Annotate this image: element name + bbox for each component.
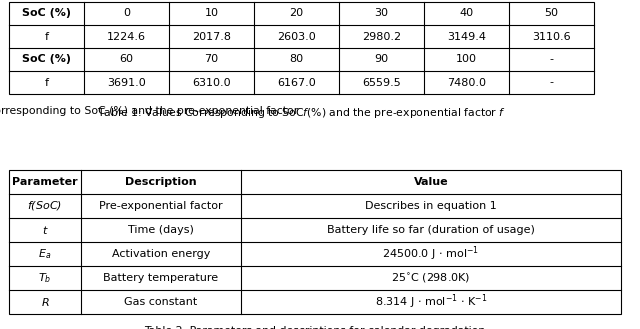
Text: 50: 50 [545,9,559,18]
Text: 7480.0: 7480.0 [447,78,486,88]
Text: Activation energy: Activation energy [112,249,210,259]
Bar [9,170,621,314]
Text: 90: 90 [374,55,388,64]
Text: $f$: $f$ [301,106,308,118]
Text: $f$(SoC): $f$(SoC) [28,199,63,213]
Text: Battery life so far (duration of usage): Battery life so far (duration of usage) [327,225,535,235]
Text: 2017.8: 2017.8 [192,32,231,41]
Text: Table 1: Values Corresponding to SoC (%) and the pre-exponential factor $f$: Table 1: Values Corresponding to SoC (%)… [97,106,506,120]
Text: 10: 10 [205,9,218,18]
Text: 30: 30 [374,9,388,18]
Text: $R$: $R$ [41,296,49,308]
Text: Table 1: Values Corresponding to SoC (%) and the pre-exponential factor: Table 1: Values Corresponding to SoC (%)… [0,106,301,116]
Text: Describes in equation 1: Describes in equation 1 [365,201,497,211]
Text: SoC (%): SoC (%) [22,55,71,64]
Text: $T_b$: $T_b$ [38,271,52,285]
Text: 100: 100 [456,55,477,64]
Text: 24500.0 J $\cdot$ mol$^{-1}$: 24500.0 J $\cdot$ mol$^{-1}$ [383,245,479,263]
Text: f: f [45,78,49,88]
Text: 40: 40 [460,9,474,18]
Text: 6559.5: 6559.5 [362,78,401,88]
Text: -: - [550,78,554,88]
Text: Pre-exponential factor: Pre-exponential factor [99,201,223,211]
Text: 80: 80 [289,55,303,64]
Text: SoC (%): SoC (%) [22,9,71,18]
Text: 3110.6: 3110.6 [532,32,571,41]
Text: Battery temperature: Battery temperature [104,273,219,283]
Text: $E_a$: $E_a$ [38,247,52,261]
Text: $t$: $t$ [42,224,49,236]
Text: Gas constant: Gas constant [124,297,198,307]
Text: 6167.0: 6167.0 [277,78,316,88]
Text: 0: 0 [123,9,130,18]
Text: Parameter: Parameter [12,177,78,187]
Text: 1224.6: 1224.6 [107,32,146,41]
Text: Time (days): Time (days) [128,225,194,235]
Text: 60: 60 [120,55,134,64]
Text: 2603.0: 2603.0 [277,32,316,41]
Text: f: f [45,32,49,41]
Text: 2980.2: 2980.2 [362,32,401,41]
Bar [9,2,594,94]
Text: 25$^{\circ}$C (298.0K): 25$^{\circ}$C (298.0K) [391,271,470,285]
Text: 3149.4: 3149.4 [447,32,486,41]
Text: Description: Description [125,177,197,187]
Text: 20: 20 [289,9,303,18]
Text: 8.314 J $\cdot$ mol$^{-1}$ $\cdot$ K$^{-1}$: 8.314 J $\cdot$ mol$^{-1}$ $\cdot$ K$^{-… [374,293,487,311]
Text: 3691.0: 3691.0 [107,78,146,88]
Text: -: - [550,55,554,64]
Text: 70: 70 [204,55,219,64]
Text: Value: Value [413,177,448,187]
Text: 6310.0: 6310.0 [192,78,231,88]
Text: Table 2: Parameters and descriptions for calendar degradation: Table 2: Parameters and descriptions for… [145,326,486,329]
